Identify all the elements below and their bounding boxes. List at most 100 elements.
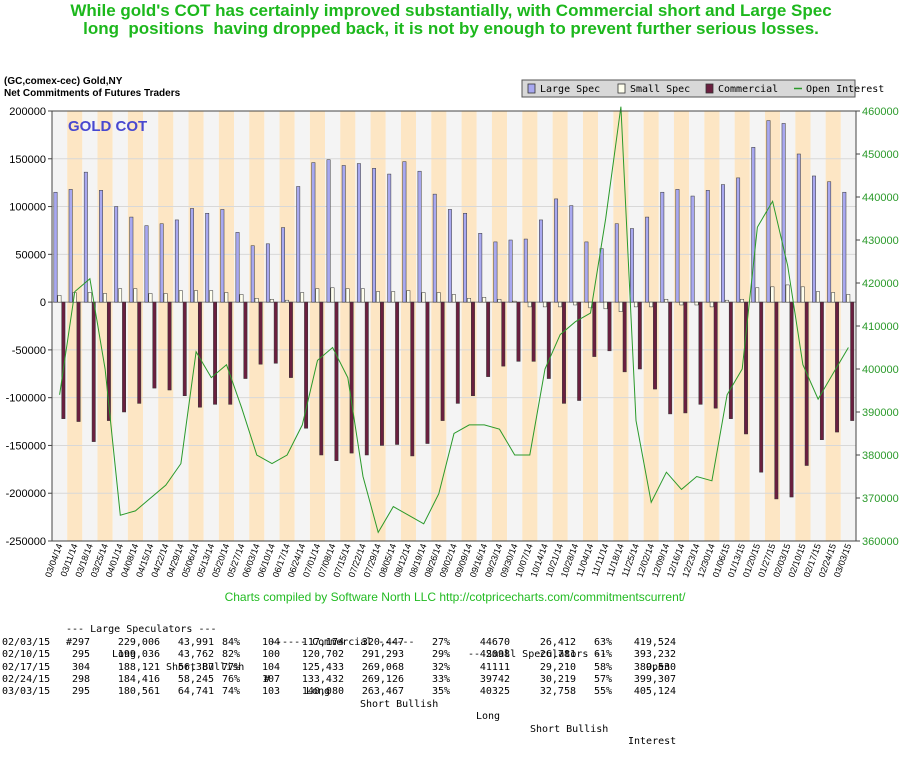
large-spec-bar [675,189,680,303]
large-spec-bar [174,219,179,303]
table-cell-s-long: 41111 [479,661,510,673]
table-cell-c-bull: 35% [431,686,450,698]
headline-line-1: While gold's COT has certainly improved … [70,1,832,20]
commercial-bar [243,301,248,379]
large-spec-bar [68,189,73,303]
small-spec-bar [421,292,426,303]
large-spec-bar [827,181,832,303]
table-cell-c-short: 291,293 [361,649,404,661]
commercial-count-header: # [264,674,271,686]
small-spec-bar [816,291,820,303]
left-tick-label: 150000 [9,154,46,166]
large-spec-bar [326,159,331,303]
small-spec-bar [451,294,456,303]
table-cell-l-bull: 76% [221,673,240,685]
table-cell-s-short: 29,210 [539,661,576,673]
large-spec-bar [523,238,528,303]
left-tick-label: 50000 [15,249,46,261]
week-band [598,111,614,541]
commercial-bar [213,301,218,405]
table-cell-s-long: 40325 [479,686,510,698]
week-band [279,111,295,541]
table-cell-l-short: 64,741 [177,686,214,698]
commercial-bar [501,301,506,367]
commercial-bar [728,301,733,419]
small-spec-bar [785,284,790,303]
commercial-bar [850,301,855,421]
commercial-bar [197,301,202,408]
small-spec-bar [285,299,289,303]
table-cell-s-short: 30,219 [539,673,576,685]
table-row: 02/10/15 295 199,036 43,762 82% 100 120,702 291… [0,649,902,661]
large-spec-short-header: Short Bullish [166,661,245,673]
large-spec-bar [690,195,695,303]
commercial-group-header: ------ Commercial ------ [270,636,415,648]
large-spec-bar [463,212,467,303]
right-tick-label: 410000 [862,321,899,333]
large-spec-bar [220,209,225,303]
large-spec-bar [432,193,437,303]
table-cell-oi: 405,124 [633,686,676,698]
commercial-bar [531,301,536,362]
legend: Large Spec Small Spec Commercial Open Inter… [521,79,884,98]
table-cell-s-bull: 63% [593,636,612,648]
large-spec-bar [447,209,452,303]
small-spec-bar [573,301,578,306]
large-spec-bar [53,191,58,303]
small-spec-bar [770,286,775,303]
large-spec-bar [144,225,149,303]
large-spec-bar [478,233,483,303]
legend-swatch-small-spec [617,83,626,94]
table-cell-l-long: 184,416 [117,673,160,685]
table-cell-c-short: 269,126 [361,673,404,685]
large-spec-bar [599,248,604,303]
large-spec-bar [99,190,103,303]
left-axis: 200000 150000 100000 50000 0 -50000 -100000 -15… [6,106,52,548]
large-spec-bar [736,177,741,303]
large-spec-bar [539,219,543,303]
source-line-1: (GC,comex-cec) Gold,NY [4,76,123,87]
table-row: 03/03/15 295 180,561 64,741 74% 103 140,080 263… [0,686,902,698]
large-spec-bar [705,190,710,303]
small-spec-long-header: Long [476,711,501,723]
large-spec-bar [387,173,392,303]
small-spec-bar [846,294,851,303]
source-line-2: Net Commitments of Futures Traders [4,88,181,99]
table-cell-c-short: 269,068 [361,661,404,673]
table-row: 02/03/15 297 229,006 43,991 84% 104 117,174 320… [0,637,902,649]
small-spec-bar [709,301,714,308]
right-tick-label: 450000 [862,149,899,161]
right-tick-label: 390000 [862,407,899,419]
small-spec-bar [178,290,183,303]
left-tick-label: -150000 [6,440,46,452]
table-cell-c-long: 133,432 [301,673,344,685]
large-spec-bar [372,168,376,303]
large-spec-count-header: # [66,636,73,648]
large-spec-bar [281,227,285,303]
small-spec-bar [740,298,745,303]
table-cell-n1: 298 [71,673,90,685]
table-cell-l-long: 199,036 [117,649,160,661]
commercial-bar [637,301,642,370]
small-spec-bar [467,298,471,303]
right-tick-label: 440000 [862,192,899,204]
small-spec-bar [633,301,638,308]
table-cell-n2: 103 [261,686,280,698]
small-spec-bar [148,293,153,303]
commercial-bar [228,301,233,405]
table-cell-s-bull: 58% [593,661,612,673]
table-row: 02/24/15 298 184,416 58,245 76% 107 133,432 269… [0,674,902,686]
commercial-bar [380,301,384,446]
table-cell-date: 02/10/15 [2,649,51,661]
table-row: 02/17/15 304 188,121 56,387 77% 104 125,433 269… [0,662,902,674]
table-cell-c-bull: 29% [431,649,450,661]
table-cell-oi: 393,232 [633,649,676,661]
table-cell-n2: 104 [261,636,280,648]
table-cell-c-long: 125,433 [301,661,344,673]
table-cell-l-short: 58,245 [177,673,214,685]
table-cell-l-bull: 84% [221,636,240,648]
commercial-bar [289,301,293,378]
large-spec-bar [265,243,270,303]
commercial-bar [668,301,673,415]
commercial-bar [486,301,491,377]
